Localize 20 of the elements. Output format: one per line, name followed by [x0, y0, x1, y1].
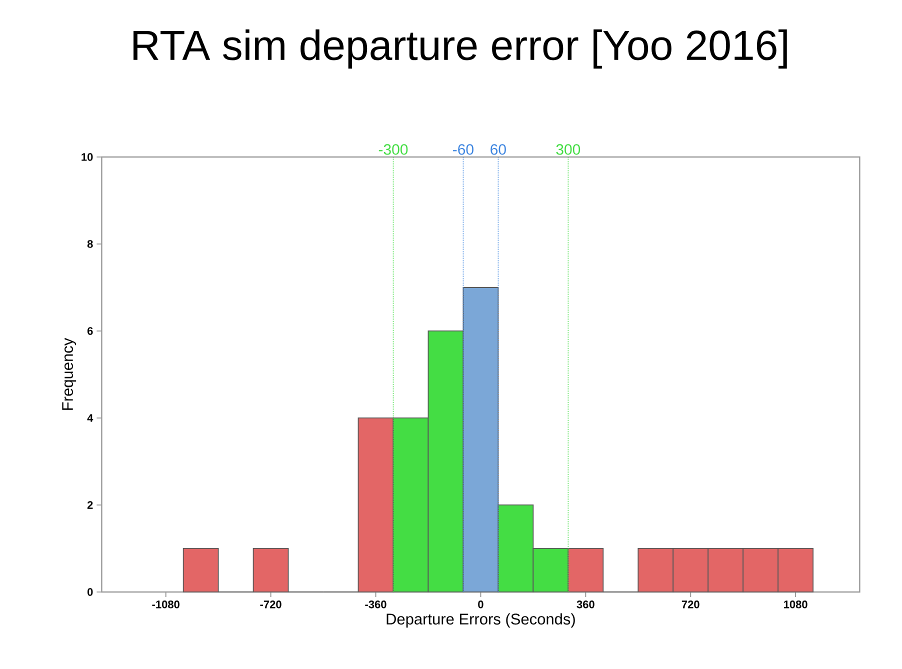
y-tick-label: 2 — [87, 501, 93, 509]
y-tick-label: 0 — [87, 588, 93, 596]
ref-line-label: 60 — [490, 144, 506, 155]
y-tick-label: 8 — [87, 240, 93, 248]
chart-title: RTA sim departure error [Yoo 2016] — [134, 29, 787, 69]
x-tick-label: 0 — [478, 600, 484, 608]
y-tick-label: 6 — [87, 327, 93, 335]
x-tick-label: 1080 — [784, 600, 808, 608]
x-axis-title: Departure Errors (Seconds) — [386, 613, 575, 628]
x-tick-label: -360 — [365, 600, 386, 608]
x-tick-label: -720 — [260, 600, 282, 608]
x-tick-label: 360 — [576, 600, 594, 608]
x-tick-label: -1080 — [152, 600, 180, 608]
y-axis-title: Frequency — [62, 338, 76, 410]
ref-line-label: -300 — [378, 144, 408, 155]
x-tick-label: 720 — [682, 600, 700, 608]
ref-line-label: 300 — [556, 144, 580, 155]
ref-line-label: -60 — [453, 144, 474, 155]
y-tick-label: 4 — [87, 414, 94, 422]
y-tick-label: 10 — [82, 153, 93, 161]
